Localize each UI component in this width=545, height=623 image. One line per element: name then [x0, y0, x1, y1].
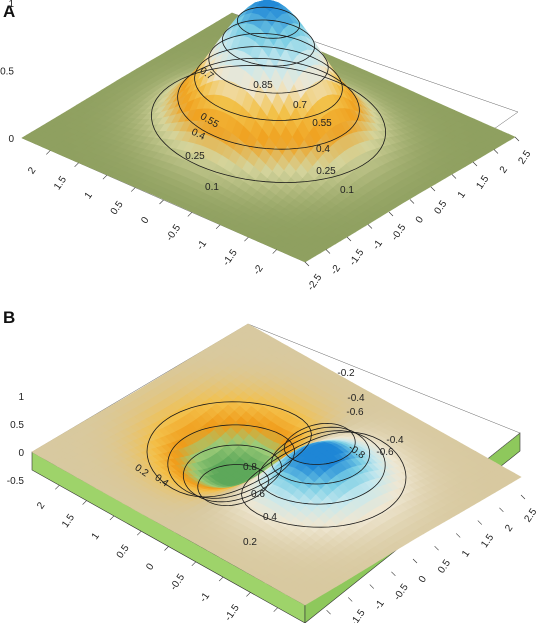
contour-labels: 0.80.60.40.20.40.2-0.2-0.4-0.6-0.8 -0.6-0…: [133, 368, 404, 548]
contour-label-a-2: 0.55: [312, 118, 332, 129]
surface-mesh: [21, 0, 516, 263]
tick-right-7: 1: [456, 189, 468, 200]
contour-label-a-7: 0.4: [189, 127, 207, 143]
contour-0.4: [258, 430, 386, 505]
contour--0.4: [167, 424, 295, 499]
contour--0.6: [182, 444, 282, 503]
contour-label-a-5: 0.1: [340, 185, 354, 196]
contour-0.7: [221, 19, 316, 67]
tick-z-0: -0.5: [7, 476, 25, 487]
contour-label-a-1: 0.7: [293, 100, 307, 111]
contour-label-b-2: 0.4: [263, 512, 277, 523]
tick-left-8: -2: [252, 263, 266, 277]
panel-label-b: B: [3, 308, 16, 327]
contour-label-b-0: 0.8: [243, 462, 257, 473]
tick-left-1: 1.5: [52, 174, 69, 192]
contour--0.8: [197, 464, 270, 507]
contour-label-b-3: 0.2: [243, 537, 257, 548]
contour-label-b-11: -0.4: [386, 435, 404, 446]
contour-0.55: [208, 32, 329, 94]
tick-right-1: -2: [329, 263, 343, 277]
tick-right-4: -0.5: [390, 222, 409, 243]
tick-right-5: 0: [417, 574, 429, 585]
tick-right-10: 2.5: [522, 506, 539, 524]
tick-left-3: 0.5: [115, 543, 132, 561]
tick-right-6: 0.5: [432, 198, 449, 216]
panel-label-a: A: [3, 2, 16, 21]
tick-right-9: 2: [503, 523, 515, 534]
surface-plot-b: 21.510.50-0.5-1-1.5-2-2.5-2-1.5-1-0.500.…: [7, 323, 540, 623]
tick-right-7: 1: [460, 548, 472, 559]
tick-left-0: 2: [26, 165, 38, 176]
tick-z-2: 0.5: [10, 420, 24, 431]
tick-right-3: -1: [371, 238, 385, 252]
contour--0.2: [146, 401, 312, 498]
tick-left-7: -1.5: [221, 247, 240, 268]
tick-right-6: 0.5: [436, 558, 453, 576]
tick-z-2: 1: [8, 0, 14, 10]
tick-left-5: -0.5: [164, 222, 183, 243]
tick-right-2: -1.5: [349, 607, 368, 623]
tick-right-10: 2.5: [516, 148, 533, 166]
contour-0.1: [150, 65, 387, 183]
axis-z: -0.5 0 0.5 1: [7, 392, 25, 487]
panel-a: A 2 1.5 1 0.5 0 -0.5 -1 -1.5 -2 -2.5 -2 -1.5 -1 -0.5 0…: [0, 0, 545, 305]
contour-0.6: [271, 426, 371, 485]
tick-right-8: 1.5: [479, 532, 496, 550]
tick-z-1: 0: [18, 448, 24, 459]
tick-z-3: 1: [18, 392, 24, 403]
tick-right-3: -1: [373, 598, 387, 612]
axis-z: 00.51: [0, 0, 14, 145]
tick-left-6: -1: [198, 591, 212, 605]
surface-mesh: [31, 323, 522, 606]
panel-b: B 21.510.50-0.5-1-1.5-2-2.5-2-1.5-1-0.50…: [0, 305, 545, 623]
tick-right-9: 2: [498, 164, 510, 175]
tick-z-1: 0.5: [0, 67, 14, 78]
contour-label-a-0: 0.85: [253, 80, 273, 91]
contour-lines: [146, 401, 407, 528]
tick-left-3: 0.5: [109, 199, 126, 217]
contour-label-a-3: 0.4: [316, 144, 330, 155]
contour-label-a-8: 0.25: [185, 151, 205, 162]
contour-label-b-8: -0.6: [346, 407, 364, 418]
tick-left-5: -0.5: [168, 572, 187, 593]
tick-left-0: 2: [35, 500, 47, 511]
contour-label-b-1: 0.6: [251, 489, 265, 500]
tick-left-4: 0: [144, 561, 156, 572]
tick-left-2: 1: [90, 531, 102, 542]
contour-label-b-7: -0.4: [347, 393, 365, 404]
tick-left-7: -1.5: [223, 602, 242, 623]
tick-right-4: -0.5: [392, 582, 411, 603]
tick-right-2: -1.5: [348, 247, 367, 268]
tick-left-6: -1: [195, 238, 209, 252]
tick-right-8: 1.5: [474, 173, 491, 191]
tick-left-2: 1: [83, 190, 95, 201]
contour-0.2: [241, 431, 407, 528]
contour-label-b-6: -0.2: [337, 368, 355, 379]
surface-plot-a: 21.510.50-0.5-1-1.5-2-2.5-2-1.5-1-0.500.…: [0, 0, 534, 293]
tick-right-5: 0: [414, 214, 426, 225]
contour-0.8: [283, 422, 356, 465]
contour-0.85: [237, 6, 300, 39]
contour-label-a-4: 0.25: [316, 166, 336, 177]
contour-label-a-9: 0.1: [205, 182, 219, 193]
tick-left-4: 0: [139, 215, 151, 226]
contour-label-b-10: -0.6: [376, 447, 394, 458]
tick-z-0: 0: [8, 134, 14, 145]
tick-left-1: 1.5: [60, 512, 77, 530]
contour-lines: [150, 6, 387, 183]
tick-right-0: -2.5: [306, 272, 325, 293]
